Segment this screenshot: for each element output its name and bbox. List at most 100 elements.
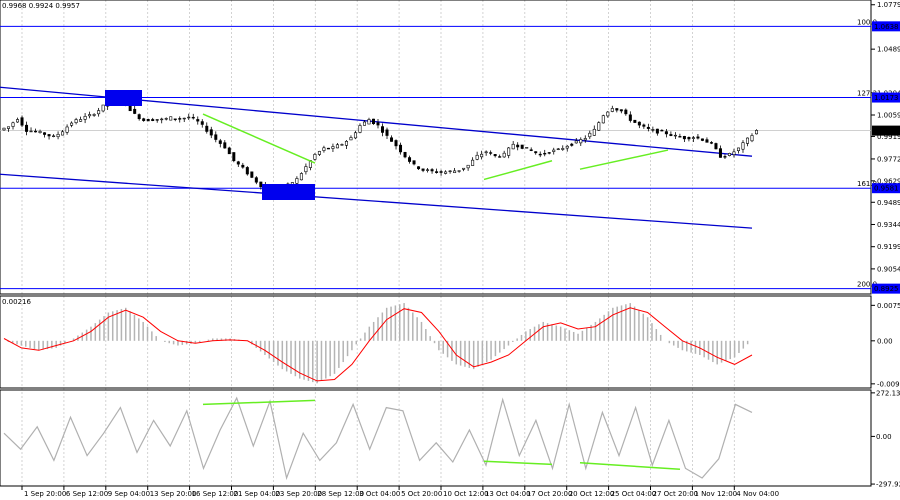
candle-body bbox=[417, 166, 421, 170]
ohlc-header: 0.9968 0.9924 0.9957 bbox=[2, 2, 80, 10]
candle-body bbox=[155, 119, 159, 121]
candle-body bbox=[56, 133, 60, 138]
candle-body bbox=[462, 167, 466, 170]
candle-body bbox=[25, 124, 29, 132]
candle-body bbox=[227, 147, 231, 155]
candle-body bbox=[376, 122, 380, 126]
macd-label: 0.00216 bbox=[2, 298, 31, 306]
fib-price-badge bbox=[872, 21, 900, 32]
candle-body bbox=[29, 130, 33, 133]
macd-signal-line bbox=[3, 307, 753, 382]
divergence-line bbox=[579, 149, 669, 170]
macd-axis: 0.00752 0.00 -0.00912 bbox=[871, 302, 900, 388]
candle-body bbox=[673, 134, 677, 137]
fib-price-label: 1.0638 bbox=[874, 23, 899, 31]
current-price-badge bbox=[872, 125, 900, 136]
candle-body bbox=[727, 153, 731, 156]
macd-tick-label: 0.00752 bbox=[877, 302, 900, 310]
candle-body bbox=[520, 144, 524, 149]
price-tick-label: 0.9489 bbox=[877, 199, 900, 207]
highlight-box bbox=[105, 90, 142, 106]
cci-tick-label: 272.1309 bbox=[876, 389, 900, 397]
candle-body bbox=[579, 139, 583, 144]
candle-body bbox=[610, 108, 614, 112]
cci-divergence-line bbox=[483, 460, 553, 466]
candle-body bbox=[196, 119, 200, 122]
x-tick-label: 21 Sep 04:00 bbox=[234, 490, 281, 498]
highlight-box bbox=[262, 184, 315, 200]
candle-body bbox=[88, 114, 92, 117]
candle-body bbox=[606, 111, 610, 117]
candle-body bbox=[142, 118, 146, 121]
candle-body bbox=[52, 135, 56, 137]
lower-trend-line bbox=[0, 173, 753, 229]
price-tick-label: 0.9199 bbox=[877, 243, 900, 251]
candle-body bbox=[723, 156, 727, 158]
candle-body bbox=[191, 116, 195, 119]
candle-body bbox=[133, 108, 137, 114]
candle-body bbox=[421, 168, 425, 171]
candle-body bbox=[696, 136, 700, 139]
candle-body bbox=[633, 119, 637, 123]
fib-price-label: 0.8925 bbox=[874, 285, 899, 293]
candle-body bbox=[511, 143, 515, 150]
candle-body bbox=[97, 110, 101, 115]
candle-body bbox=[628, 114, 632, 121]
x-tick-label: 1 Sep 20:00 bbox=[24, 490, 66, 498]
candle-body bbox=[326, 147, 330, 150]
price-tick-label: 0.9919 bbox=[877, 133, 900, 141]
candle-body bbox=[335, 144, 339, 149]
candle-body bbox=[570, 143, 574, 146]
price-tick-label: 0.9629 bbox=[877, 177, 900, 185]
candle-body bbox=[457, 170, 461, 172]
cci-divergence-line bbox=[579, 462, 681, 470]
candle-body bbox=[317, 151, 321, 155]
fib-price-badge bbox=[872, 283, 900, 294]
candle-body bbox=[507, 147, 511, 156]
candle-body bbox=[552, 149, 556, 152]
x-tick-label: 4 Nov 04:00 bbox=[736, 490, 779, 498]
candle-body bbox=[453, 170, 457, 174]
candle-body bbox=[705, 139, 709, 143]
x-tick-label: 20 Oct 12:00 bbox=[569, 490, 615, 498]
x-tick-label: 6 Sep 12:00 bbox=[66, 490, 108, 498]
candle-body bbox=[498, 156, 502, 158]
candle-body bbox=[471, 159, 475, 166]
vertical-grid bbox=[21, 0, 735, 486]
candle-body bbox=[597, 122, 601, 131]
candle-body bbox=[92, 114, 96, 116]
candle-body bbox=[43, 132, 47, 135]
candle-body bbox=[556, 148, 560, 150]
candle-body bbox=[502, 152, 506, 158]
candle-body bbox=[588, 132, 592, 138]
price-labels: 1.0638 1.0173 0.9581 0.8925 0.9957 bbox=[872, 21, 900, 294]
candle-body bbox=[236, 161, 240, 165]
fib-level-label: 100.0 bbox=[857, 18, 877, 26]
candle-body bbox=[65, 126, 69, 133]
candle-body bbox=[399, 144, 403, 153]
fib-level-label: 127.2 bbox=[857, 90, 877, 98]
candle-body bbox=[385, 129, 389, 136]
candle-body bbox=[651, 129, 655, 131]
candle-body bbox=[61, 131, 65, 136]
cci-line bbox=[3, 396, 753, 481]
price-tick-label: 0.9054 bbox=[877, 265, 900, 273]
price-tick-label: 1.0779 bbox=[877, 1, 900, 9]
current-price-label: 0.9957 bbox=[874, 127, 899, 135]
candle-body bbox=[70, 122, 74, 126]
candle-body bbox=[601, 115, 605, 124]
candle-body bbox=[2, 127, 6, 131]
candle-body bbox=[574, 140, 578, 144]
candle-body bbox=[322, 147, 326, 151]
candle-body bbox=[344, 141, 348, 146]
candle-body bbox=[745, 137, 749, 144]
candle-body bbox=[79, 119, 83, 122]
candle-body bbox=[83, 116, 87, 120]
candle-body bbox=[714, 143, 718, 150]
candle-body bbox=[173, 118, 177, 120]
candle-body bbox=[151, 119, 155, 122]
time-axis: 1 Sep 20:00 6 Sep 12:00 9 Sep 04:00 13 Sep … bbox=[21, 486, 779, 498]
cci-divergence-lines bbox=[202, 399, 681, 470]
candle-body bbox=[426, 169, 430, 171]
